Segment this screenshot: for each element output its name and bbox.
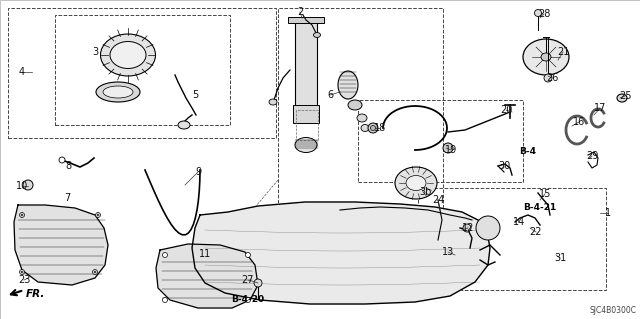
- Circle shape: [94, 271, 96, 273]
- Circle shape: [21, 214, 23, 216]
- Circle shape: [163, 253, 168, 257]
- Text: 26: 26: [546, 73, 558, 83]
- Ellipse shape: [295, 137, 317, 152]
- Text: 3b: 3b: [420, 187, 432, 197]
- Text: 24: 24: [432, 195, 444, 205]
- Circle shape: [476, 216, 500, 240]
- Ellipse shape: [348, 100, 362, 110]
- Circle shape: [246, 253, 250, 257]
- Text: 8: 8: [65, 161, 71, 171]
- Ellipse shape: [269, 99, 277, 105]
- Circle shape: [19, 270, 24, 275]
- Text: 1: 1: [605, 208, 611, 218]
- Text: 22: 22: [530, 227, 542, 237]
- Text: 5: 5: [192, 90, 198, 100]
- Circle shape: [93, 270, 97, 275]
- Bar: [293, 105, 319, 123]
- Ellipse shape: [103, 86, 133, 98]
- Ellipse shape: [100, 34, 156, 76]
- Bar: [418, 188, 606, 290]
- Circle shape: [463, 224, 471, 232]
- Bar: [278, 8, 443, 208]
- Circle shape: [371, 125, 376, 130]
- Bar: [296, 110, 318, 140]
- Circle shape: [534, 10, 541, 17]
- Text: 11: 11: [199, 249, 211, 259]
- Text: 25: 25: [619, 91, 631, 101]
- Circle shape: [163, 298, 168, 302]
- Ellipse shape: [541, 53, 551, 61]
- Text: 17: 17: [594, 103, 606, 113]
- Text: 7: 7: [64, 193, 70, 203]
- Text: 3: 3: [92, 47, 98, 57]
- Bar: [295, 20, 317, 110]
- Circle shape: [443, 143, 453, 153]
- Text: 13: 13: [442, 247, 454, 257]
- Polygon shape: [192, 202, 490, 304]
- Text: B-4-20: B-4-20: [232, 294, 264, 303]
- Bar: [358, 100, 523, 182]
- Text: 12: 12: [462, 223, 474, 233]
- Bar: [8, 8, 276, 138]
- Text: 15: 15: [539, 189, 551, 199]
- Text: 29: 29: [586, 151, 598, 161]
- Ellipse shape: [178, 121, 190, 129]
- Ellipse shape: [338, 71, 358, 99]
- Text: 6: 6: [327, 90, 333, 100]
- Text: 2: 2: [297, 7, 303, 17]
- Text: 14: 14: [513, 217, 525, 227]
- Text: B-4: B-4: [520, 147, 536, 157]
- Text: 23: 23: [18, 275, 30, 285]
- Ellipse shape: [314, 33, 321, 38]
- Text: 19: 19: [445, 145, 457, 155]
- Ellipse shape: [96, 82, 140, 102]
- Circle shape: [254, 279, 262, 287]
- Ellipse shape: [617, 94, 627, 102]
- Circle shape: [19, 212, 24, 218]
- Ellipse shape: [395, 167, 437, 199]
- Ellipse shape: [406, 175, 426, 190]
- Circle shape: [368, 123, 378, 133]
- Text: 10: 10: [16, 181, 28, 191]
- Text: 4: 4: [19, 67, 25, 77]
- Text: B-4-21: B-4-21: [524, 204, 557, 212]
- Circle shape: [23, 180, 33, 190]
- Text: 21: 21: [557, 47, 569, 57]
- Text: 9: 9: [195, 167, 201, 177]
- Text: 27: 27: [242, 275, 254, 285]
- Circle shape: [97, 214, 99, 216]
- Text: FR.: FR.: [26, 289, 45, 299]
- Ellipse shape: [361, 124, 369, 131]
- Polygon shape: [14, 205, 108, 285]
- Circle shape: [59, 157, 65, 163]
- Ellipse shape: [523, 39, 569, 75]
- Circle shape: [246, 298, 250, 302]
- Ellipse shape: [110, 41, 146, 69]
- Bar: [288, 17, 324, 23]
- Circle shape: [544, 74, 552, 82]
- Text: 28: 28: [538, 9, 550, 19]
- Circle shape: [95, 212, 100, 218]
- Text: 16: 16: [573, 117, 585, 127]
- Polygon shape: [156, 244, 258, 308]
- Circle shape: [21, 271, 23, 273]
- Text: 31: 31: [554, 253, 566, 263]
- Text: 18: 18: [374, 123, 386, 133]
- Text: 30: 30: [498, 161, 510, 171]
- Bar: [55, 15, 230, 125]
- Text: 20: 20: [500, 105, 512, 115]
- Ellipse shape: [357, 114, 367, 122]
- Text: SJC4B0300C: SJC4B0300C: [589, 306, 636, 315]
